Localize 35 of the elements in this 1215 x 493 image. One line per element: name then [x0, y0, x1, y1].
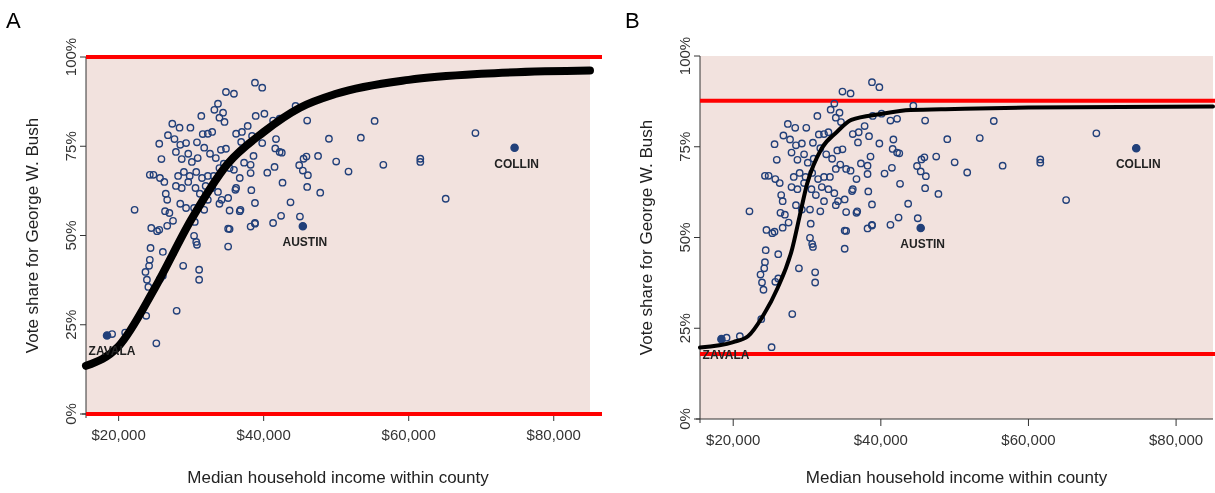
y-axis-title: Vote share for George W. Bush — [23, 117, 42, 354]
y-tick-label: 25% — [62, 309, 79, 340]
x-tick-label: $40,000 — [853, 431, 908, 448]
annotation: AUSTIN — [282, 235, 328, 250]
x-axis-title: Median household income within county — [805, 468, 1108, 487]
x-axis-title: Median household income within county — [187, 468, 490, 487]
point — [1131, 143, 1141, 153]
y-tick-label: 75% — [676, 131, 693, 162]
x-tick-label: $40,000 — [236, 426, 291, 443]
y-tick-label: 50% — [676, 222, 693, 253]
point — [298, 221, 308, 231]
y-tick-label: 0% — [676, 408, 693, 430]
y-tick-label: 50% — [62, 220, 79, 251]
line-series — [698, 104, 1215, 350]
x-tick-label: $60,000 — [1001, 431, 1056, 448]
annotation: AUSTIN — [900, 237, 946, 252]
x-tick-label: $20,000 — [91, 426, 146, 443]
point — [102, 331, 112, 340]
x-tick-label: $80,000 — [1148, 431, 1204, 448]
y-tick-label: 75% — [62, 131, 79, 162]
chart-title: B — [625, 8, 640, 33]
annotation: COLLIN — [1115, 157, 1161, 172]
y-axis-title: Vote share for George W. Bush — [637, 119, 656, 356]
point — [916, 223, 925, 233]
point — [510, 143, 519, 152]
y-tick-label: 100% — [676, 36, 693, 76]
y-tick-label: 100% — [62, 37, 79, 77]
y-tick-label: 25% — [676, 313, 693, 344]
x-tick-label: $20,000 — [706, 431, 761, 448]
chart-title: A — [6, 8, 21, 33]
x-tick-label: $80,000 — [526, 426, 581, 443]
annotation: COLLIN — [494, 156, 539, 171]
x-tick-label: $60,000 — [381, 426, 436, 443]
point — [717, 334, 726, 344]
y-tick-label: 0% — [62, 403, 79, 425]
